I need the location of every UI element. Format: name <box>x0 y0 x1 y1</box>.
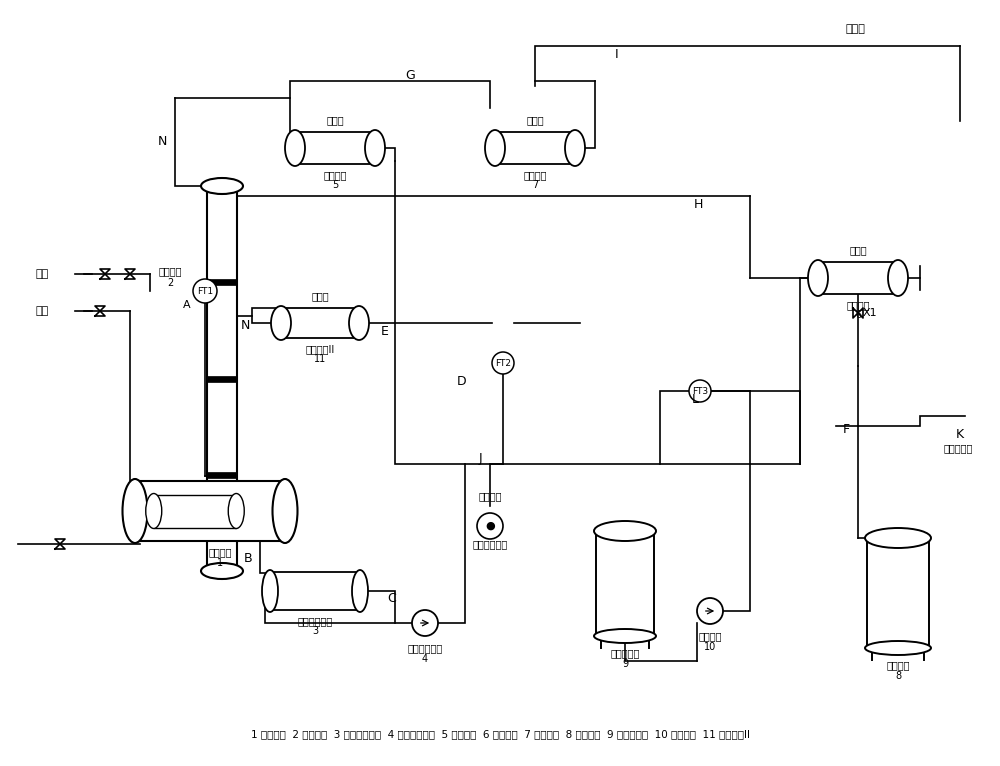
Bar <box>270 572 360 610</box>
Ellipse shape <box>565 130 585 166</box>
Text: 圆冷却器: 圆冷却器 <box>846 300 870 310</box>
Bar <box>596 531 654 636</box>
Bar <box>818 262 898 294</box>
Text: 圆冷凝器II: 圆冷凝器II <box>305 344 335 354</box>
Text: 圆回流泵: 圆回流泵 <box>698 631 722 641</box>
Text: 4: 4 <box>422 654 428 664</box>
Text: 粗品: 粗品 <box>35 269 48 279</box>
Text: 燃油去油炉房: 燃油去油炉房 <box>472 539 508 549</box>
Text: ●: ● <box>485 521 495 531</box>
Bar <box>295 132 375 164</box>
Text: 8: 8 <box>895 671 901 681</box>
Text: B: B <box>244 552 252 565</box>
Ellipse shape <box>365 130 385 166</box>
Text: 圆冷却器: 圆冷却器 <box>323 170 347 180</box>
Circle shape <box>697 598 723 624</box>
Ellipse shape <box>262 570 278 612</box>
Ellipse shape <box>485 130 505 166</box>
Circle shape <box>492 352 514 374</box>
Bar <box>207 472 237 478</box>
Ellipse shape <box>285 130 305 166</box>
Circle shape <box>193 279 217 303</box>
Text: 10: 10 <box>704 642 716 652</box>
Ellipse shape <box>594 521 656 541</box>
Ellipse shape <box>146 493 162 529</box>
Text: 1: 1 <box>217 558 223 568</box>
Bar <box>495 132 575 164</box>
Bar <box>867 538 929 648</box>
Text: FT3: FT3 <box>692 387 708 395</box>
Text: 圆尾冷器: 圆尾冷器 <box>523 170 547 180</box>
Bar <box>207 375 237 381</box>
Text: J: J <box>478 451 482 464</box>
Ellipse shape <box>594 629 656 643</box>
Text: A: A <box>183 300 191 310</box>
Circle shape <box>477 513 503 539</box>
Text: 蒸汽: 蒸汽 <box>35 306 48 316</box>
Text: N: N <box>157 135 167 148</box>
Circle shape <box>689 380 711 402</box>
Ellipse shape <box>352 570 368 612</box>
Text: FT2: FT2 <box>495 358 511 368</box>
Text: 9: 9 <box>622 659 628 669</box>
Text: 圆蒸发釜: 圆蒸发釜 <box>208 547 232 557</box>
Bar <box>154 495 236 528</box>
Text: 真空泵: 真空泵 <box>845 24 865 34</box>
Ellipse shape <box>888 260 908 296</box>
Text: 2: 2 <box>167 278 173 288</box>
Text: 循环水: 循环水 <box>311 291 329 301</box>
Text: 7: 7 <box>532 180 538 190</box>
Text: 1 圆蒸发釜  2 圆产品罐  3 催化剂回收罐  4 催化剂回收泵  5 圆冷却器  6 圆冷却器  7 圆尾冷器  8 圆成品罐  9 圆冷凝液罐  10 : 1 圆蒸发釜 2 圆产品罐 3 催化剂回收罐 4 催化剂回收泵 5 圆冷却器 6… <box>251 729 750 739</box>
Text: K: K <box>956 427 964 440</box>
Text: 11: 11 <box>314 354 326 364</box>
Ellipse shape <box>201 178 243 194</box>
Text: D: D <box>457 375 467 388</box>
Text: 循环水: 循环水 <box>849 245 867 255</box>
Bar <box>207 186 237 571</box>
Text: I: I <box>615 47 619 61</box>
Text: 5: 5 <box>332 180 338 190</box>
Text: N: N <box>240 319 250 332</box>
Text: 6: 6 <box>855 310 861 320</box>
Ellipse shape <box>865 641 931 655</box>
Text: L: L <box>692 392 698 405</box>
Bar <box>281 308 359 338</box>
Ellipse shape <box>349 306 369 340</box>
Ellipse shape <box>808 260 828 296</box>
Text: C: C <box>388 591 396 604</box>
Text: 圆冷凝液罐: 圆冷凝液罐 <box>610 648 640 658</box>
Bar <box>135 481 285 541</box>
Text: 去酯化釜: 去酯化釜 <box>478 491 502 501</box>
Text: X1: X1 <box>863 308 877 318</box>
Text: 循环水: 循环水 <box>326 115 344 125</box>
Text: 去反应液罐: 去反应液罐 <box>943 443 973 453</box>
Ellipse shape <box>272 479 298 543</box>
Text: 3: 3 <box>312 626 318 636</box>
Ellipse shape <box>201 563 243 579</box>
Text: F: F <box>842 423 850 436</box>
Text: 圆产品罐: 圆产品罐 <box>158 266 182 276</box>
Ellipse shape <box>271 306 291 340</box>
Text: E: E <box>381 325 389 338</box>
Text: FT1: FT1 <box>197 286 213 296</box>
Text: H: H <box>693 198 703 211</box>
Circle shape <box>412 610 438 636</box>
Bar <box>207 280 237 285</box>
Text: 循环水: 循环水 <box>526 115 544 125</box>
Text: 催化剂回收泵: 催化剂回收泵 <box>407 643 443 653</box>
Ellipse shape <box>123 479 148 543</box>
Ellipse shape <box>228 493 244 529</box>
Text: G: G <box>405 68 415 81</box>
Ellipse shape <box>865 528 931 548</box>
Text: 催化剂回收罐: 催化剂回收罐 <box>297 616 333 626</box>
Text: 圆成品罐: 圆成品罐 <box>886 660 910 670</box>
